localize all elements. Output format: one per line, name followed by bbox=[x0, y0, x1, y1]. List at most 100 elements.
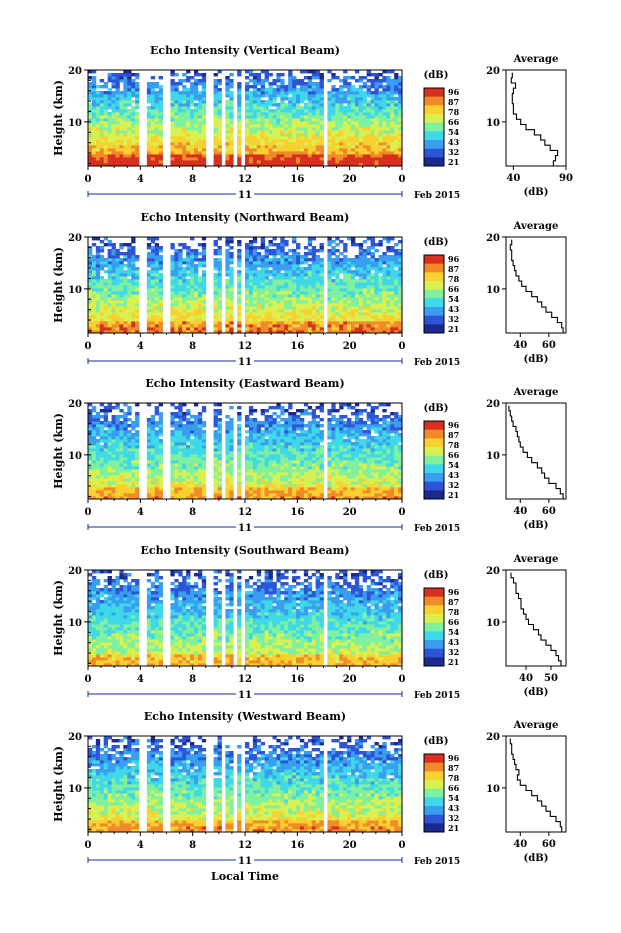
heatmap-cell bbox=[127, 139, 131, 142]
heatmap-cell bbox=[96, 267, 100, 270]
heatmap-cell bbox=[261, 309, 265, 312]
heatmap-cell bbox=[371, 324, 375, 327]
heatmap-cell bbox=[339, 139, 343, 142]
heatmap-cell bbox=[276, 490, 280, 493]
heatmap-cell bbox=[327, 121, 331, 124]
heatmap-cell bbox=[92, 133, 96, 136]
heatmap-cell bbox=[253, 469, 257, 472]
heatmap-cell bbox=[119, 246, 123, 249]
heatmap-cell bbox=[312, 142, 316, 145]
heatmap-cell bbox=[375, 288, 379, 291]
heatmap-cell bbox=[394, 243, 398, 246]
colorbar-tick-label: 66 bbox=[448, 117, 460, 127]
heatmap-cell bbox=[190, 76, 194, 79]
heatmap-cell bbox=[335, 121, 339, 124]
heatmap-cell bbox=[249, 246, 253, 249]
heatmap-cell bbox=[218, 300, 222, 303]
heatmap-cell bbox=[237, 312, 241, 315]
heatmap-cell bbox=[272, 100, 276, 103]
heatmap-cell bbox=[112, 490, 116, 493]
heatmap-cell bbox=[147, 97, 151, 100]
heatmap-cell bbox=[355, 324, 359, 327]
heatmap-cell bbox=[202, 297, 206, 300]
heatmap-cell bbox=[245, 145, 249, 148]
heatmap-cell bbox=[335, 291, 339, 294]
heatmap-cell bbox=[119, 321, 123, 324]
heatmap-cell bbox=[347, 103, 351, 106]
heatmap-cell bbox=[218, 466, 222, 469]
heatmap-cell bbox=[261, 303, 265, 306]
heatmap-cell bbox=[288, 109, 292, 112]
heatmap-cell bbox=[394, 79, 398, 82]
heatmap-cell bbox=[253, 478, 257, 481]
heatmap-cell bbox=[104, 288, 108, 291]
heatmap-cell bbox=[382, 297, 386, 300]
heatmap-cell bbox=[386, 303, 390, 306]
heatmap-cell bbox=[371, 472, 375, 475]
heatmap-cell bbox=[359, 88, 363, 91]
heatmap-cell bbox=[359, 294, 363, 297]
heatmap-cell bbox=[190, 133, 194, 136]
heatmap-cell bbox=[100, 127, 104, 130]
heatmap-cell bbox=[355, 267, 359, 270]
heatmap-cell bbox=[359, 324, 363, 327]
heatmap-cell bbox=[135, 124, 139, 127]
heatmap-cell bbox=[343, 276, 347, 279]
heatmap-cell bbox=[276, 157, 280, 160]
heatmap-cell bbox=[170, 276, 174, 279]
heatmap-cell bbox=[335, 142, 339, 145]
heatmap-cell bbox=[265, 270, 269, 273]
heatmap-cell bbox=[88, 490, 92, 493]
heatmap-cell bbox=[394, 264, 398, 267]
heatmap-cell bbox=[182, 97, 186, 100]
heatmap-cell bbox=[186, 318, 190, 321]
heatmap-cell bbox=[119, 118, 123, 121]
heatmap-cell bbox=[214, 300, 218, 303]
heatmap-cell bbox=[245, 255, 249, 258]
heatmap-cell bbox=[237, 121, 241, 124]
heatmap-cell bbox=[320, 88, 324, 91]
heatmap-cell bbox=[363, 267, 367, 270]
heatmap-cell bbox=[127, 472, 131, 475]
heatmap-cell bbox=[159, 466, 163, 469]
heatmap-cell bbox=[355, 475, 359, 478]
heatmap-cell bbox=[198, 103, 202, 106]
heatmap-cell bbox=[386, 493, 390, 496]
heatmap-cell bbox=[174, 151, 178, 154]
heatmap-cell bbox=[257, 94, 261, 97]
heatmap-cell bbox=[96, 472, 100, 475]
heatmap-cell bbox=[327, 118, 331, 121]
heatmap-cell bbox=[296, 309, 300, 312]
heatmap-cell bbox=[104, 469, 108, 472]
heatmap-cell bbox=[371, 121, 375, 124]
heatmap-cell bbox=[159, 100, 163, 103]
heatmap-cell bbox=[182, 493, 186, 496]
heatmap-cell bbox=[182, 94, 186, 97]
heatmap-cell bbox=[127, 273, 131, 276]
heatmap-cell bbox=[300, 324, 304, 327]
heatmap-cell bbox=[394, 318, 398, 321]
heatmap-cell bbox=[92, 243, 96, 246]
heatmap-cell bbox=[88, 267, 92, 270]
heatmap-cell bbox=[327, 466, 331, 469]
heatmap-cell bbox=[202, 273, 206, 276]
heatmap-cell bbox=[174, 309, 178, 312]
heatmap-cell bbox=[378, 100, 382, 103]
heatmap-cell bbox=[371, 130, 375, 133]
heatmap-cell bbox=[170, 306, 174, 309]
heatmap-cell bbox=[218, 246, 222, 249]
heatmap-cell bbox=[269, 469, 273, 472]
heatmap-cell bbox=[253, 148, 257, 151]
heatmap-cell bbox=[378, 297, 382, 300]
heatmap-cell bbox=[304, 481, 308, 484]
heatmap-cell bbox=[155, 100, 159, 103]
heatmap-cell bbox=[378, 276, 382, 279]
heatmap-cell bbox=[371, 327, 375, 330]
heatmap-cell bbox=[249, 130, 253, 133]
heatmap-cell bbox=[151, 267, 155, 270]
heatmap-cell bbox=[225, 490, 229, 493]
heatmap-cell bbox=[386, 151, 390, 154]
heatmap-cell bbox=[335, 237, 339, 240]
heatmap-cell bbox=[265, 103, 269, 106]
